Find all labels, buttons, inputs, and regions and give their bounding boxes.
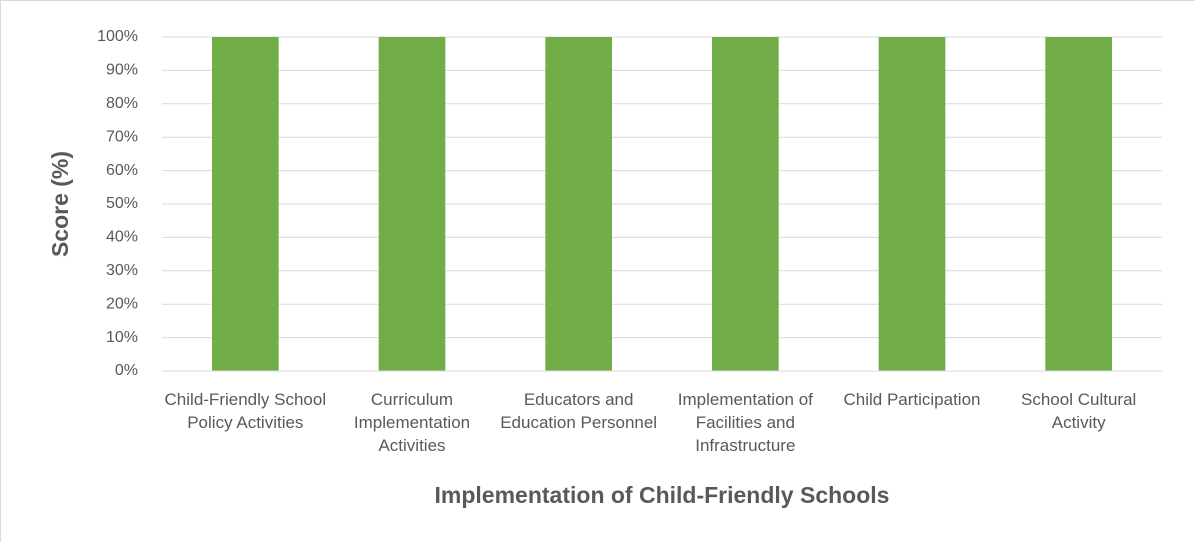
x-tick-label: Child Participation <box>843 390 981 409</box>
x-tick-label: Child-Friendly School Policy Activities <box>164 390 327 432</box>
x-tick-label: Implementation of Facilities and Infrast… <box>677 390 813 455</box>
y-tick-label: 40% <box>106 229 138 246</box>
y-tick-label: 100% <box>97 28 138 45</box>
x-tick-label: School Cultural Activity <box>1021 390 1137 432</box>
bar <box>545 37 612 371</box>
x-tick-label: Educators and Education Personnel <box>500 390 658 432</box>
y-tick-label: 70% <box>106 128 138 145</box>
x-axis-title: Implementation of Child-Friendly Schools <box>435 482 890 508</box>
y-tick-label: 90% <box>106 62 138 79</box>
y-tick-label: 30% <box>106 262 138 279</box>
bar <box>378 37 446 371</box>
y-tick-label: 50% <box>106 195 138 212</box>
y-tick-label: 10% <box>106 329 138 346</box>
bar <box>878 37 946 371</box>
y-tick-label: 80% <box>106 95 138 112</box>
y-tick-label: 0% <box>115 362 138 379</box>
x-tick-label: Curriculum Implementation Activities <box>353 390 471 455</box>
y-tick-label: 20% <box>106 295 138 312</box>
bar <box>1045 37 1112 371</box>
y-tick-label: 60% <box>106 162 138 179</box>
bar <box>712 37 779 371</box>
y-axis-title: Score (%) <box>47 151 73 257</box>
bar <box>212 37 279 371</box>
